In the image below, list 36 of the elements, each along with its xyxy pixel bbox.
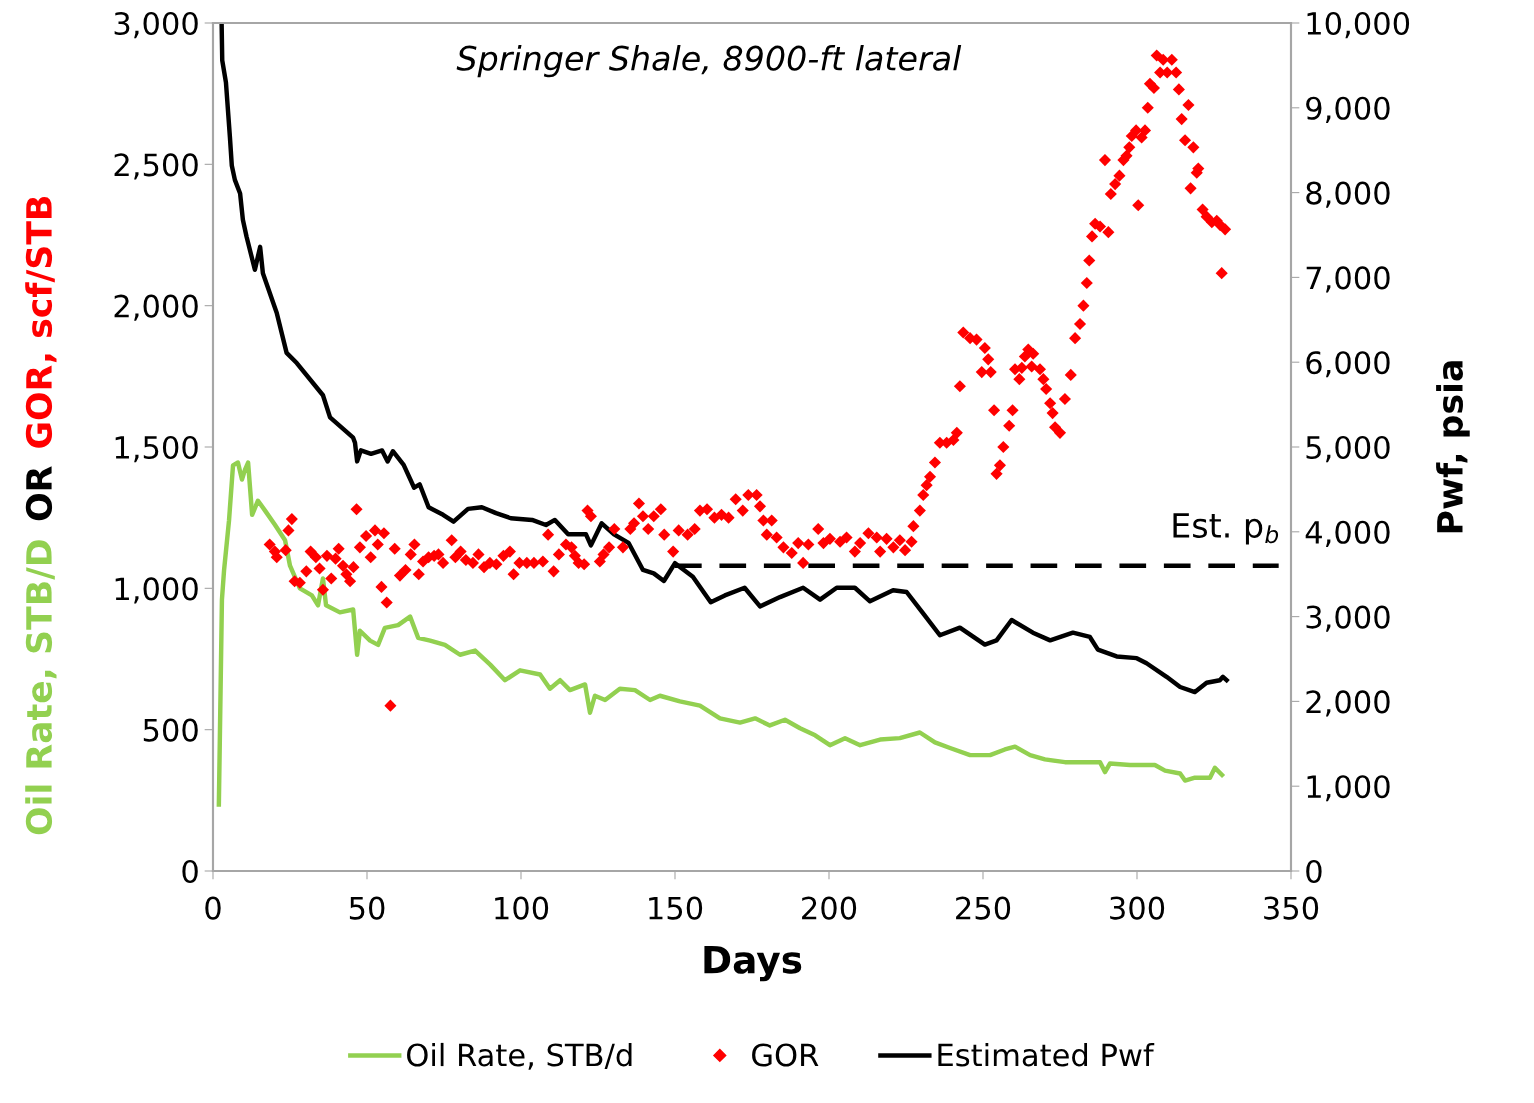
x-tick-label: 50	[349, 896, 385, 920]
annotation: Est. p$_{b}$	[1173, 513, 1279, 545]
text: Oil Rate, STB/D	[25, 540, 57, 835]
y2-axis-title: Pwf, psia	[1436, 361, 1470, 533]
y2-tick-label: 5,000	[1306, 435, 1390, 463]
y-tick-label: 500	[143, 718, 198, 742]
y-tick-label: 2,500	[114, 153, 198, 180]
y2-tick-label: 6,000	[1306, 351, 1390, 378]
x-tick-label: 0	[205, 896, 221, 920]
legend-label: Oil Rate, STB/d	[407, 1042, 632, 1070]
y-tick-label: 1,500	[115, 435, 198, 463]
x-tick-label: 300	[1110, 896, 1165, 920]
x-tick-label: 200	[802, 896, 857, 920]
x-tick-label: 350	[1264, 896, 1319, 920]
y2-tick-label: 9,000	[1306, 96, 1390, 123]
y2-tick-label: 2,000	[1306, 690, 1390, 717]
x-tick-label: 150	[649, 896, 703, 920]
y2-tick-label: 8,000	[1306, 181, 1390, 208]
text: OR	[25, 466, 53, 521]
y-tick-label: 1,000	[115, 577, 198, 604]
text: GOR, scf/STB	[25, 197, 57, 448]
x-tick-label: 250	[956, 896, 1011, 920]
y2-tick-label: 0	[1306, 859, 1322, 884]
x-tick-label: 100	[495, 896, 549, 920]
y2-tick-label: 4,000	[1305, 520, 1390, 547]
y2-tick-label: 7,000	[1306, 266, 1390, 293]
y2-tick-label: 1,000	[1307, 775, 1390, 802]
y-tick-label: 3,000	[114, 11, 198, 39]
y-tick-label: 0	[182, 859, 198, 884]
x-axis-title: Days	[704, 945, 802, 982]
legend-label: Estimated Pwf	[938, 1042, 1155, 1067]
y2-tick-label: 10,000	[1307, 11, 1410, 39]
text: Springer Shale, 8900-ft lateral	[456, 45, 962, 78]
y-tick-label: 2,000	[114, 294, 198, 321]
y2-tick-label: 3,000	[1306, 605, 1390, 632]
legend-label: GOR	[752, 1043, 819, 1067]
